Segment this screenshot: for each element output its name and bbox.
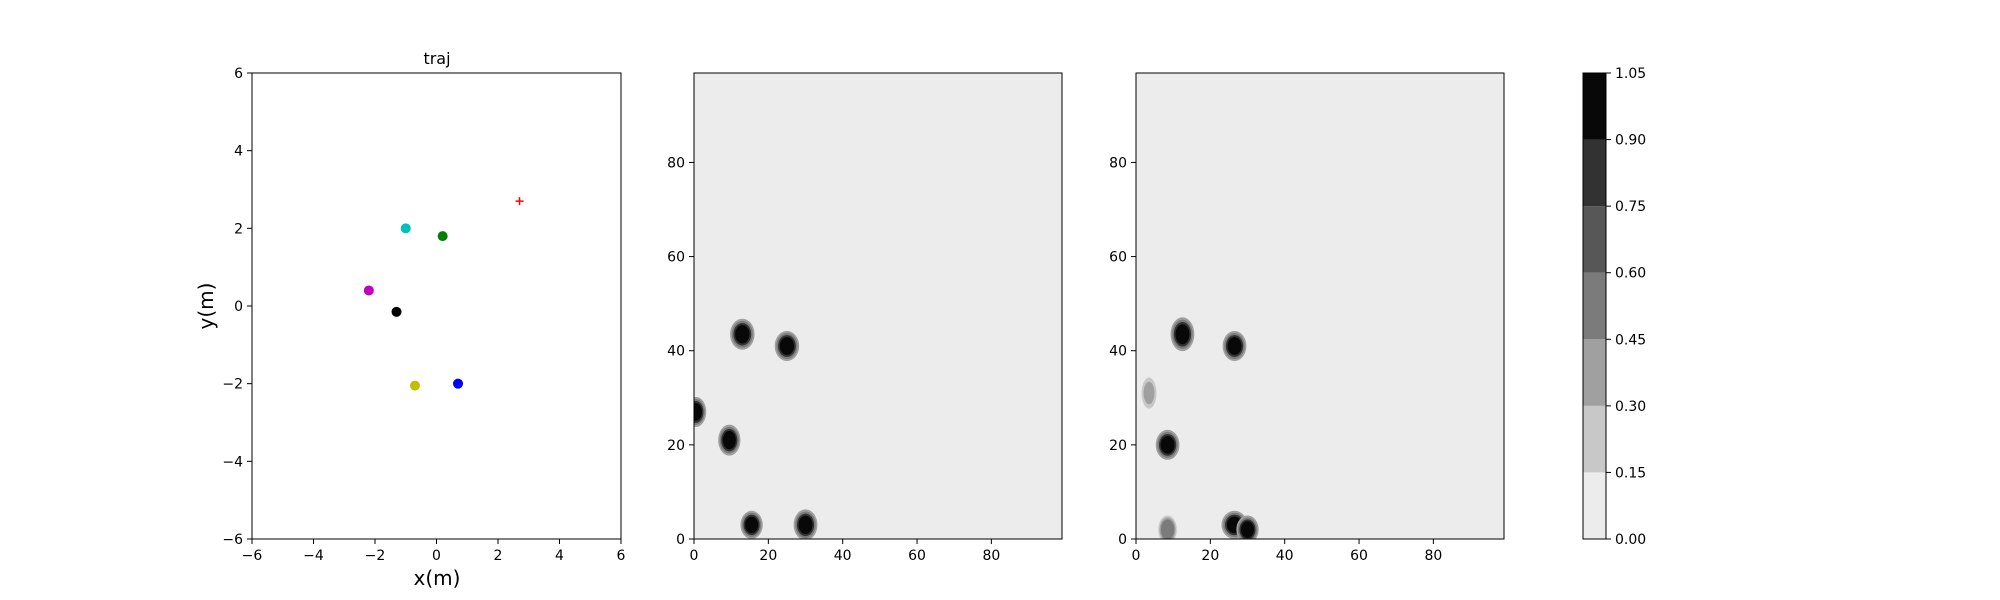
y-tick-label: 20 bbox=[667, 438, 685, 454]
traj-panel: traj −6 −4 −2 0 2 4 6 −6 −4 −2 0 2 4 6 x(m) y(m) bbox=[194, 49, 626, 590]
heatmap-1-frame bbox=[693, 72, 1063, 540]
x-tick-label: −6 bbox=[242, 548, 263, 564]
heatmap-2-blobs bbox=[1141, 317, 1259, 539]
heatmap-panel-1: 0 20 40 60 80 0 20 40 60 80 bbox=[667, 72, 1063, 564]
colorbar-ticks: 0.00 0.15 0.30 0.45 0.60 0.75 0.90 1.05 bbox=[1606, 66, 1646, 548]
y-tick-label: 0 bbox=[676, 532, 685, 548]
x-tick-label: 2 bbox=[494, 548, 503, 564]
traj-x-ticks: −6 −4 −2 0 2 4 6 bbox=[242, 539, 626, 564]
occupancy-blob bbox=[1222, 330, 1247, 362]
x-tick-label: 20 bbox=[759, 548, 777, 564]
traj-title: traj bbox=[423, 49, 450, 68]
goal-plus-marker bbox=[515, 197, 524, 206]
x-tick-label: −2 bbox=[365, 548, 386, 564]
x-tick-label: 60 bbox=[908, 548, 926, 564]
y-tick-label: 6 bbox=[234, 66, 243, 82]
agent-point bbox=[391, 306, 402, 317]
occupancy-blob bbox=[1236, 515, 1259, 539]
x-tick-label: 6 bbox=[617, 548, 626, 564]
x-tick-label: 0 bbox=[432, 548, 441, 564]
occupancy-blob bbox=[793, 509, 818, 539]
y-tick-label: 40 bbox=[667, 344, 685, 360]
agent-point bbox=[437, 231, 448, 242]
colorbar-band bbox=[1583, 272, 1606, 340]
y-tick-label: 2 bbox=[234, 221, 243, 237]
heatmap-2-background bbox=[1136, 73, 1504, 539]
occupancy-blob bbox=[1155, 429, 1180, 460]
colorbar-band bbox=[1583, 405, 1606, 473]
colorbar-tick-label: 1.05 bbox=[1615, 66, 1646, 82]
x-tick-label: 40 bbox=[834, 548, 852, 564]
agent-point bbox=[453, 378, 464, 389]
occupancy-blob bbox=[1158, 515, 1177, 539]
heatmap-2-frame bbox=[1135, 72, 1505, 540]
occupancy-blob bbox=[730, 318, 755, 350]
colorbar-band bbox=[1583, 206, 1606, 273]
x-tick-label: −4 bbox=[303, 548, 324, 564]
x-tick-label: 4 bbox=[555, 548, 564, 564]
colorbar-frame bbox=[1582, 72, 1607, 540]
y-tick-label: 60 bbox=[1109, 250, 1127, 266]
heatmap-1-blobs bbox=[694, 318, 818, 539]
traj-points bbox=[363, 197, 524, 391]
heatmap-2-y-ticks: 0 20 40 60 80 bbox=[1109, 155, 1136, 548]
x-tick-label: 20 bbox=[1201, 548, 1219, 564]
occupancy-blob bbox=[740, 510, 763, 539]
y-tick-label: 20 bbox=[1109, 438, 1127, 454]
y-tick-label: 0 bbox=[234, 299, 243, 315]
y-tick-label: 80 bbox=[1109, 155, 1127, 171]
occupancy-blob bbox=[694, 396, 707, 427]
y-tick-label: 60 bbox=[667, 250, 685, 266]
colorbar-tick-label: 0.45 bbox=[1615, 332, 1646, 348]
heatmap-2-x-ticks: 0 20 40 60 80 bbox=[1132, 539, 1442, 564]
occupancy-blob bbox=[1170, 317, 1195, 352]
traj-x-axis-label: x(m) bbox=[414, 566, 461, 590]
traj-y-ticks: −6 −4 −2 0 2 4 6 bbox=[222, 66, 252, 548]
colorbar-tick-label: 0.00 bbox=[1615, 532, 1646, 548]
colorbar: 0.00 0.15 0.30 0.45 0.60 0.75 0.90 1.05 bbox=[1582, 66, 1646, 548]
colorbar-band bbox=[1583, 472, 1606, 539]
x-tick-label: 80 bbox=[982, 548, 1000, 564]
colorbar-tick-label: 0.15 bbox=[1615, 465, 1646, 481]
y-tick-label: −4 bbox=[222, 454, 243, 470]
occupancy-blob bbox=[718, 424, 741, 456]
colorbar-band bbox=[1583, 139, 1606, 207]
colorbar-band bbox=[1583, 339, 1606, 406]
colorbar-tick-label: 0.30 bbox=[1615, 399, 1646, 415]
x-tick-label: 0 bbox=[690, 548, 699, 564]
colorbar-band bbox=[1583, 73, 1606, 140]
y-tick-label: 0 bbox=[1118, 532, 1127, 548]
colorbar-tick-label: 0.90 bbox=[1615, 133, 1646, 149]
heatmap-panel-2: 0 20 40 60 80 0 20 40 60 80 bbox=[1109, 72, 1505, 564]
heatmap-1-y-ticks: 0 20 40 60 80 bbox=[667, 155, 694, 548]
y-tick-label: 4 bbox=[234, 144, 243, 160]
traj-y-axis-label: y(m) bbox=[194, 283, 218, 330]
traj-axes-frame bbox=[251, 72, 622, 540]
colorbar-tick-label: 0.75 bbox=[1615, 199, 1646, 215]
agent-point bbox=[409, 380, 420, 391]
occupancy-blob bbox=[774, 330, 800, 362]
y-tick-label: 80 bbox=[667, 155, 685, 171]
x-tick-label: 60 bbox=[1350, 548, 1368, 564]
agent-point bbox=[363, 285, 374, 296]
colorbar-tick-label: 0.60 bbox=[1615, 266, 1646, 282]
x-tick-label: 80 bbox=[1424, 548, 1442, 564]
heatmap-1-x-ticks: 0 20 40 60 80 bbox=[690, 539, 1000, 564]
agent-point bbox=[400, 223, 411, 234]
occupancy-blob bbox=[1141, 377, 1157, 409]
x-tick-label: 40 bbox=[1276, 548, 1294, 564]
y-tick-label: −6 bbox=[222, 532, 243, 548]
colorbar-bands bbox=[1583, 73, 1606, 539]
heatmap-1-background bbox=[694, 73, 1062, 539]
y-tick-label: 40 bbox=[1109, 344, 1127, 360]
y-tick-label: −2 bbox=[222, 377, 243, 393]
x-tick-label: 0 bbox=[1132, 548, 1141, 564]
